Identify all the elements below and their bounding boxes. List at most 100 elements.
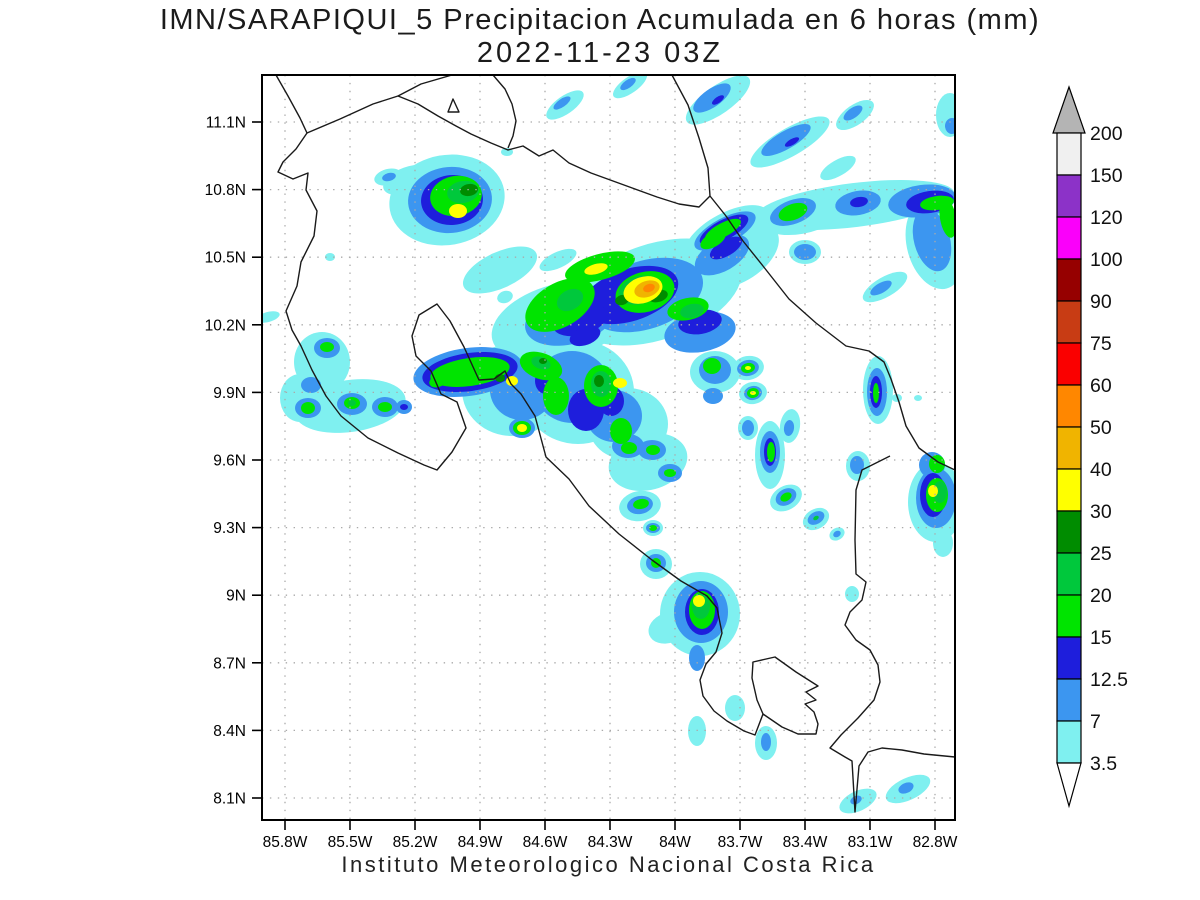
colorbar-label: 25 (1090, 543, 1112, 565)
colorbar-segment (1056, 258, 1082, 302)
precip-cell-level-2 (620, 77, 636, 91)
grid-lines (262, 75, 955, 820)
colorbar-label: 40 (1090, 459, 1112, 481)
precip-cell-level-1 (539, 248, 577, 272)
precip-cell-level-4 (378, 402, 392, 412)
colorbar-label: 75 (1090, 333, 1112, 355)
precip-cell-level-4 (780, 492, 792, 502)
lon-axis: 85.8W 85.5W 85.2W 84.9W 84.6W 84.3W 84W 83.7W 83… (263, 820, 958, 851)
precip-cell-level-5 (556, 288, 584, 312)
precip-cell-level-9 (643, 283, 655, 293)
lat-tick-label: 8.4N (213, 723, 246, 740)
colorbar-segment (1056, 300, 1082, 344)
precip-cell-level-7 (613, 378, 627, 388)
precip-cell-level-2 (833, 530, 841, 538)
colorbar-label: 3.5 (1090, 753, 1117, 775)
colorbar: 200 150 120 100 90 75 60 50 40 30 25 20 15 12.5 7 3.5 (1052, 85, 1128, 809)
precip-cell-level-4 (646, 445, 660, 455)
precip-cell-level-5 (813, 515, 819, 521)
colorbar-label: 200 (1090, 123, 1123, 145)
colorbar-segment (1056, 468, 1082, 512)
precip-cell-level-2 (703, 388, 723, 404)
precip-cell-level-7 (745, 366, 751, 370)
colorbar-segment (1056, 510, 1082, 554)
precip-cell-level-2 (301, 377, 321, 393)
lon-tick-label: 82.8W (913, 834, 958, 851)
lat-tick-label: 8.1N (213, 791, 246, 808)
colorbar-label: 15 (1090, 627, 1112, 649)
lon-tick-label: 84.6W (523, 834, 568, 851)
lon-tick-label: 84.9W (458, 834, 503, 851)
precip-cell-level-4 (664, 469, 676, 477)
lat-axis: 11.1N 10.8N 10.5N 10.2N 9.9N 9.6N 9.3N 9N 8.7N 8.… (205, 115, 262, 808)
colorbar-under-arrow (1056, 762, 1082, 809)
precip-cell-level-4 (320, 342, 334, 352)
source-attribution: Instituto Meteorologico Nacional Costa R… (341, 852, 876, 877)
precip-cell-level-7 (584, 263, 608, 275)
precip-cell-level-4 (621, 442, 637, 454)
lat-tick-label: 9N (226, 588, 246, 605)
colorbar-segment (1056, 342, 1082, 386)
precip-cell-level-3 (569, 325, 601, 347)
precip-cell-level-1 (845, 586, 859, 602)
colorbar-segment (1056, 132, 1082, 176)
colorbar-label: 50 (1090, 417, 1112, 439)
precip-cell-level-4 (543, 377, 569, 415)
colorbar-label: 7 (1090, 711, 1101, 733)
precip-cell-level-5 (348, 400, 356, 406)
precip-cell-level-2 (945, 118, 955, 134)
lon-tick-label: 85.8W (263, 834, 308, 851)
precip-cell-level-4 (703, 358, 721, 374)
precip-cell-level-4 (873, 383, 879, 403)
lat-tick-label: 11.1N (206, 115, 246, 132)
precip-cell-level-3 (784, 137, 800, 147)
precip-cell-level-6 (594, 375, 604, 387)
lon-tick-label: 83.4W (783, 834, 828, 851)
precip-cell-level-5 (933, 481, 947, 503)
precip-cell-level-6 (460, 183, 478, 197)
lat-tick-label: 9.6N (213, 453, 246, 470)
lon-tick-label: 83.7W (718, 834, 763, 851)
colorbar-segment (1056, 594, 1082, 638)
precip-cell-level-2 (898, 782, 914, 794)
colorbar-over-arrow (1052, 85, 1086, 134)
lat-tick-label: 8.7N (213, 655, 246, 672)
colorbar-segment (1056, 720, 1082, 764)
precip-cell-level-7 (693, 595, 705, 607)
lon-tick-label: 83.1W (848, 834, 893, 851)
colorbar-label: 90 (1090, 291, 1112, 313)
precip-cell-level-1 (325, 253, 335, 261)
precip-cell-level-2 (783, 420, 795, 436)
precip-cell-level-4 (633, 498, 649, 510)
colorbar-label: 120 (1090, 207, 1123, 229)
lat-tick-label: 9.9N (213, 385, 246, 402)
lat-tick-label: 10.2N (205, 317, 246, 334)
precip-cell-level-4 (700, 230, 726, 250)
colorbar-segment (1056, 552, 1082, 596)
lon-tick-label: 84.3W (588, 834, 633, 851)
colorbar-segment (1056, 174, 1082, 218)
colorbar-label: 150 (1090, 165, 1123, 187)
precip-cell-level-4 (767, 442, 775, 462)
colorbar-label: 30 (1090, 501, 1112, 523)
precip-cell-level-7 (928, 485, 938, 497)
chart-subtitle-datetime: 2022-11-23 03Z (476, 37, 724, 69)
precip-cell-level-1 (914, 395, 922, 401)
lon-tick-label: 85.2W (393, 834, 438, 851)
precip-cell-level-4 (778, 202, 808, 222)
precip-cells (262, 75, 955, 814)
colorbar-segment (1056, 678, 1082, 722)
precip-cell-level-2 (761, 123, 811, 157)
precip-cell-level-2 (553, 96, 571, 110)
precip-cell-level-1 (725, 695, 745, 721)
colorbar-segment (1056, 384, 1082, 428)
precip-cell-level-1 (497, 290, 513, 304)
precip-cell-level-7 (517, 424, 527, 432)
precip-cell-level-1 (933, 529, 953, 557)
lon-tick-label: 85.5W (328, 834, 373, 851)
precip-cell-level-4 (929, 455, 945, 473)
colorbar-segment (1056, 636, 1082, 680)
precip-cell-level-2 (794, 244, 816, 260)
